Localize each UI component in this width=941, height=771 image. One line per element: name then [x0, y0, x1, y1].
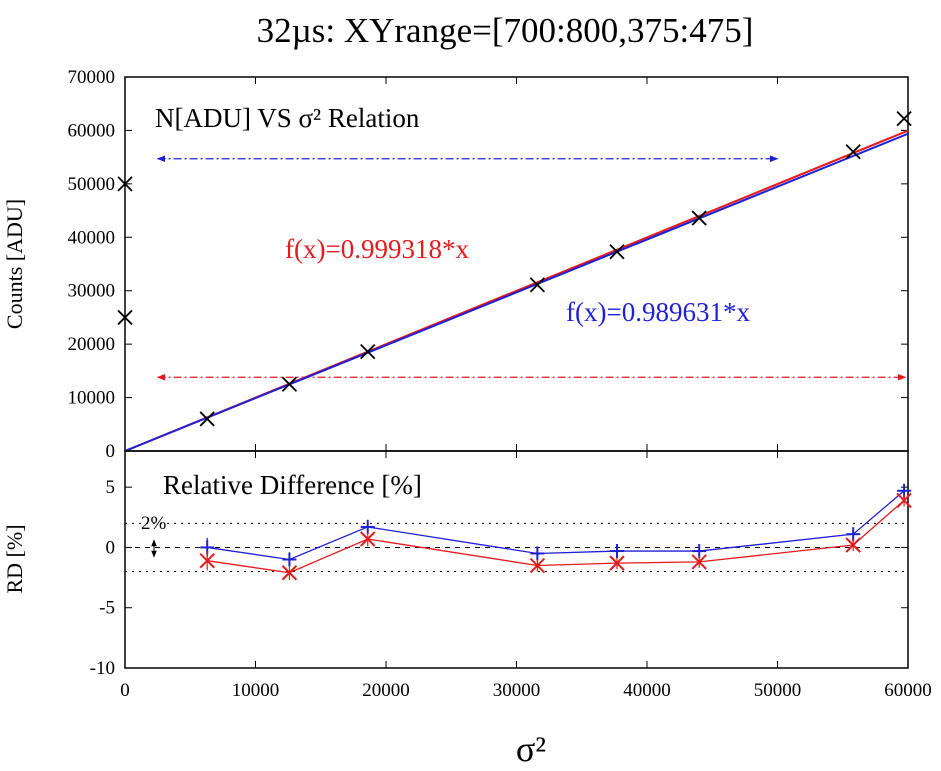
- rd-point-red-7-stroke-b: [896, 492, 912, 509]
- rd-point-red-7: [896, 492, 912, 509]
- data-point-7-stroke-b: [896, 111, 912, 127]
- top-x-ticks: [124, 77, 909, 451]
- data-point-4-stroke-b: [609, 244, 625, 260]
- rd-point-red-0: [199, 552, 215, 569]
- data-point-5: [691, 210, 707, 226]
- fit-line-1: [124, 132, 909, 452]
- rd-point-red-2: [360, 531, 376, 547]
- x-axis-label: σ²: [516, 729, 546, 769]
- top-y-tick-label-7: 70000: [68, 67, 116, 88]
- rd-point-red-0-stroke-b: [199, 552, 215, 569]
- data-point-0: [199, 411, 215, 427]
- axis-marker-0: [117, 176, 133, 192]
- rd-point-blue-6: [846, 527, 861, 542]
- bottom-panel-heading: Relative Difference [%]: [163, 470, 422, 500]
- data-point-3: [529, 277, 546, 293]
- fit-label-red: f(x)=0.999318*x: [285, 234, 469, 264]
- rd-line-blue: [207, 490, 905, 561]
- fit-lines: [124, 129, 909, 452]
- top-y-axis-label: Counts [ADU]: [2, 199, 27, 329]
- band-label: 2%: [141, 513, 167, 534]
- rd-point-blue-3: [530, 546, 545, 561]
- rd-point-red-5: [691, 554, 707, 570]
- rd-point-blue-1: [282, 552, 297, 567]
- x-tick-label-2: 20000: [362, 680, 410, 701]
- top-panel: 0 10000 20000 30000 40000 50000 60000 70000 N[A…: [2, 67, 912, 462]
- rd-point-red-1-stroke-b: [281, 565, 298, 581]
- data-point-1: [281, 376, 298, 392]
- top-panel-heading: N[ADU] VS σ² Relation: [155, 103, 420, 133]
- data-point-7: [896, 111, 912, 127]
- bottom-y-tick-label-2: -5: [99, 598, 115, 619]
- fit-label-blue: f(x)=0.989631*x: [566, 297, 750, 327]
- top-y-ticks: 0 10000 20000 30000 40000 50000 60000 70000: [68, 67, 908, 462]
- rd-point-blue-5: [692, 544, 707, 559]
- rd-point-red-6-stroke-b: [845, 537, 861, 553]
- x-tick-label-5: 50000: [754, 680, 802, 701]
- top-y-tick-label-0: 0: [106, 441, 116, 462]
- axis-marker-1-stroke-b: [117, 309, 133, 326]
- data-point-4: [609, 244, 625, 260]
- axis-marker-1: [117, 309, 133, 326]
- data-point-3-stroke-b: [529, 277, 546, 293]
- rd-point-red-5-stroke-b: [691, 554, 707, 570]
- data-point-0-stroke-b: [199, 411, 215, 427]
- bottom-y-tick-label-1: 0: [106, 537, 116, 558]
- x-tick-label-0: 0: [120, 680, 130, 701]
- chart-title: 32µs: XYrange=[700:800,375:475]: [257, 11, 754, 50]
- rd-point-red-3: [529, 557, 546, 574]
- top-y-tick-label-6: 60000: [68, 120, 116, 141]
- x-tick-label-3: 30000: [493, 680, 541, 701]
- range-arrows: [156, 155, 907, 381]
- rd-point-blue-2: [360, 519, 375, 534]
- rd-point-red-2-stroke-b: [360, 531, 376, 547]
- data-point-2-stroke-b: [360, 343, 376, 360]
- top-y-tick-label-1: 10000: [68, 388, 116, 409]
- rd-series: [199, 483, 912, 581]
- data-point-2: [360, 343, 376, 360]
- top-y-tick-label-2: 20000: [68, 334, 116, 355]
- axis-marker-0-stroke-b: [117, 176, 133, 192]
- reference-lines: [125, 522, 908, 573]
- data-point-1-stroke-b: [281, 376, 298, 392]
- bottom-y-ticks: 5 0 -5 -10: [90, 477, 908, 679]
- data-point-6-stroke-b: [845, 144, 861, 160]
- x-tick-label-1: 10000: [232, 680, 280, 701]
- rd-point-red-3-stroke-b: [529, 557, 546, 574]
- rd-point-blue-4: [609, 544, 624, 559]
- bottom-y-axis-label: RD [%]: [2, 524, 27, 593]
- top-y-tick-label-5: 50000: [68, 174, 116, 195]
- bottom-panel: 50-5-10 0 10000 20000 30000 40000 50000 60000 …: [2, 450, 932, 701]
- data-points: [117, 111, 912, 427]
- rd-line-red: [207, 499, 905, 574]
- bottom-y-tick-label-0: 5: [106, 477, 116, 498]
- bottom-y-tick-label-3: -10: [90, 658, 115, 679]
- x-tick-label-6: 60000: [884, 680, 932, 701]
- rd-point-red-4: [609, 555, 625, 571]
- rd-point-red-1: [281, 565, 298, 581]
- top-y-tick-label-4: 40000: [68, 227, 116, 248]
- data-point-6: [845, 144, 861, 160]
- x-tick-label-4: 40000: [623, 680, 671, 701]
- top-y-tick-label-3: 30000: [68, 281, 116, 302]
- data-point-5-stroke-b: [691, 210, 707, 226]
- rd-point-red-6: [845, 537, 861, 553]
- bottom-x-ticks: 0 10000 20000 30000 40000 50000 60000: [120, 451, 932, 701]
- rd-point-red-4-stroke-b: [609, 555, 625, 571]
- band-annotation: 2%: [141, 513, 167, 558]
- top-plot-frame: [124, 76, 909, 452]
